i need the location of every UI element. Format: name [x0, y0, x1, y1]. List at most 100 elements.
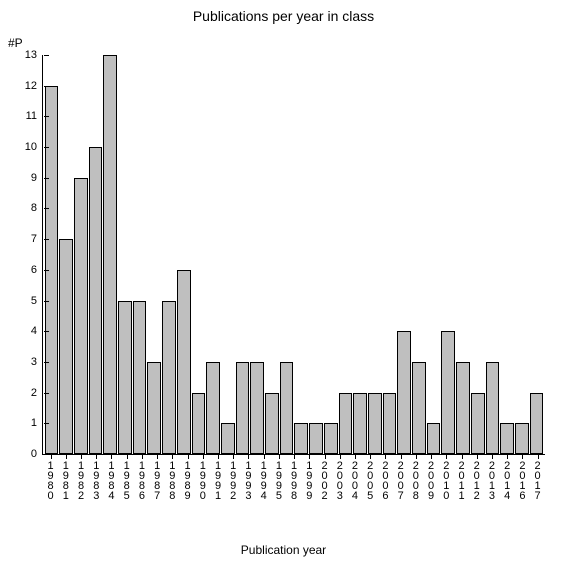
bar [486, 362, 500, 454]
bar [427, 423, 441, 454]
x-tick-label: 2002 [320, 461, 330, 501]
bar [265, 393, 279, 454]
x-tick: 2013 [484, 454, 499, 504]
x-tick-label: 2014 [502, 461, 512, 501]
x-ticks-group: 1980198119821983198419851986198719881989… [43, 454, 545, 504]
x-tick-label: 2003 [335, 461, 345, 501]
x-tick-label: 1988 [167, 461, 177, 501]
x-tick: 2014 [500, 454, 515, 504]
x-tick: 1980 [43, 454, 58, 504]
x-tick: 2017 [530, 454, 545, 504]
y-tick-label: 6 [31, 264, 43, 276]
bar [309, 423, 323, 454]
chart-container: Publications per year in class #P 198019… [0, 0, 567, 567]
y-tick-label: 2 [31, 387, 43, 399]
bar [397, 331, 411, 454]
bar [515, 423, 529, 454]
x-tick: 2006 [378, 454, 393, 504]
x-tick-label: 1994 [259, 461, 269, 501]
x-tick: 2008 [408, 454, 423, 504]
bar [74, 178, 88, 454]
x-tick: 1992 [226, 454, 241, 504]
x-tick-label: 1993 [243, 461, 253, 501]
x-tick-label: 1998 [289, 461, 299, 501]
bar [162, 301, 176, 454]
x-tick-label: 2016 [517, 461, 527, 501]
x-tick-label: 2017 [533, 461, 543, 501]
x-tick-label: 1995 [274, 461, 284, 501]
x-tick: 1981 [58, 454, 73, 504]
bar [500, 423, 514, 454]
x-tick: 2005 [363, 454, 378, 504]
x-tick-label: 1984 [106, 461, 116, 501]
y-tick-label: 12 [25, 80, 43, 92]
x-tick: 2003 [332, 454, 347, 504]
x-tick-label: 1991 [213, 461, 223, 501]
y-tick-label: 9 [31, 172, 43, 184]
x-tick-label: 2013 [487, 461, 497, 501]
x-tick: 2004 [347, 454, 362, 504]
x-tick-label: 2006 [380, 461, 390, 501]
x-tick: 1990 [195, 454, 210, 504]
bar [147, 362, 161, 454]
y-tick-label: 3 [31, 356, 43, 368]
x-tick: 2016 [515, 454, 530, 504]
x-tick: 2009 [423, 454, 438, 504]
bar [89, 147, 103, 454]
x-tick-label: 1980 [46, 461, 56, 501]
bar [59, 239, 73, 454]
bar [133, 301, 147, 454]
x-tick: 1985 [119, 454, 134, 504]
bar [441, 331, 455, 454]
x-tick: 1982 [73, 454, 88, 504]
x-tick: 2007 [393, 454, 408, 504]
bar [250, 362, 264, 454]
y-tick-label: 5 [31, 295, 43, 307]
bar [339, 393, 353, 454]
bar [118, 301, 132, 454]
x-tick: 2010 [439, 454, 454, 504]
x-tick: 1995 [271, 454, 286, 504]
bar [221, 423, 235, 454]
y-tick-label: 1 [31, 417, 43, 429]
bar [412, 362, 426, 454]
y-tick-label: 4 [31, 325, 43, 337]
x-tick-label: 2011 [457, 461, 467, 501]
x-tick: 2011 [454, 454, 469, 504]
x-tick: 1991 [210, 454, 225, 504]
x-tick-label: 2008 [411, 461, 421, 501]
x-tick-label: 1983 [91, 461, 101, 501]
x-tick: 1987 [150, 454, 165, 504]
bar [353, 393, 367, 454]
bar [324, 423, 338, 454]
x-tick: 2002 [317, 454, 332, 504]
y-tick-label: 13 [25, 49, 43, 61]
x-tick-label: 2004 [350, 461, 360, 501]
x-tick: 1988 [165, 454, 180, 504]
x-tick-label: 1999 [304, 461, 314, 501]
plot-area: 1980198119821983198419851986198719881989… [42, 55, 545, 455]
x-tick-label: 1982 [76, 461, 86, 501]
x-tick-label: 1992 [228, 461, 238, 501]
x-tick: 1993 [241, 454, 256, 504]
x-tick-label: 1989 [183, 461, 193, 501]
x-axis-label: Publication year [0, 543, 567, 557]
y-tick-label: 10 [25, 141, 43, 153]
x-tick: 2012 [469, 454, 484, 504]
x-tick: 1994 [256, 454, 271, 504]
bar [471, 393, 485, 454]
x-tick-label: 1990 [198, 461, 208, 501]
bar [236, 362, 250, 454]
bar [177, 270, 191, 454]
bar [280, 362, 294, 454]
y-tick-label: 7 [31, 233, 43, 245]
y-tick-label: 0 [31, 448, 43, 460]
bar [368, 393, 382, 454]
bar [103, 55, 117, 454]
bar [192, 393, 206, 454]
x-tick: 1998 [287, 454, 302, 504]
bar [383, 393, 397, 454]
x-tick-label: 2009 [426, 461, 436, 501]
x-tick-label: 2010 [441, 461, 451, 501]
x-tick-label: 1981 [61, 461, 71, 501]
